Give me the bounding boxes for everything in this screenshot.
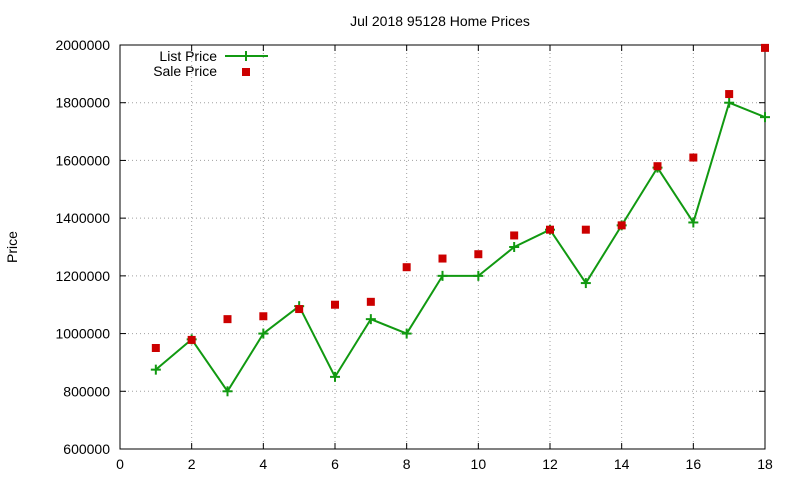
x-tick-label: 0	[116, 456, 124, 472]
data-point-list-price	[258, 328, 269, 339]
data-point-list-price	[580, 278, 591, 289]
legend-label-list-price: List Price	[159, 48, 217, 64]
y-tick-label: 1800000	[55, 95, 110, 111]
y-tick-label: 1000000	[55, 326, 110, 342]
grid	[120, 45, 765, 449]
x-axis-tick-labels: 0 2 4 6 8 10 12 14 16 18	[116, 456, 773, 472]
data-point-sale-price	[331, 300, 339, 309]
data-point-list-price	[509, 242, 520, 252]
data-point-sale-price	[438, 254, 447, 263]
axis-ticks	[119, 44, 766, 450]
x-tick-label: 16	[686, 456, 702, 472]
data-series	[150, 43, 770, 397]
x-tick-label: 4	[259, 456, 267, 472]
y-axis-tick-labels: 600000 800000 1000000 1200000 1400000 1600000…	[55, 37, 110, 457]
x-tick-label: 14	[614, 456, 630, 472]
data-point-sale-price	[402, 263, 411, 272]
data-point-sale-price	[259, 312, 268, 321]
data-point-sale-price	[653, 162, 662, 171]
data-point-sale-price	[295, 305, 304, 314]
y-tick-label: 800000	[63, 383, 110, 399]
data-point-sale-price	[474, 250, 483, 259]
x-tick-label: 12	[542, 456, 558, 472]
data-point-sale-price	[510, 231, 519, 240]
data-point-sale-price	[546, 225, 554, 234]
data-point-sale-price	[761, 43, 769, 52]
data-point-list-price	[760, 112, 770, 123]
data-point-list-price	[365, 314, 376, 325]
y-tick-label: 1200000	[55, 268, 110, 284]
x-tick-label: 6	[331, 456, 339, 472]
data-point-sale-price	[617, 221, 626, 230]
data-point-sale-price	[151, 344, 160, 352]
legend-marker-sale-price	[242, 68, 250, 76]
legend: List Price Sale Price	[153, 48, 268, 79]
y-tick-label: 600000	[63, 441, 110, 457]
data-point-sale-price	[187, 335, 196, 344]
data-point-sale-price	[223, 315, 232, 324]
data-point-sale-price	[689, 153, 698, 162]
x-tick-label: 18	[757, 456, 773, 472]
plot-frame	[119, 44, 766, 450]
y-tick-label: 1600000	[55, 152, 110, 168]
data-point-sale-price	[581, 225, 590, 234]
chart-title: Jul 2018 95128 Home Prices	[350, 13, 530, 29]
data-point-list-price	[150, 364, 161, 375]
y-axis-label: Price	[4, 231, 20, 263]
legend-marker-list-price	[241, 51, 251, 61]
data-point-list-price	[437, 270, 448, 281]
series-list-price	[150, 97, 770, 397]
data-point-list-price	[724, 97, 735, 108]
data-point-list-price	[330, 371, 340, 382]
series-sale-price	[151, 43, 769, 352]
x-tick-label: 8	[403, 456, 411, 472]
x-tick-label: 2	[188, 456, 196, 472]
data-point-sale-price	[725, 90, 734, 99]
y-tick-label: 2000000	[55, 37, 110, 53]
data-point-list-price	[688, 217, 699, 228]
legend-label-sale-price: Sale Price	[153, 63, 217, 79]
data-point-list-price	[473, 270, 484, 281]
data-point-list-price	[222, 386, 233, 397]
data-point-sale-price	[366, 297, 375, 306]
data-point-list-price	[401, 328, 412, 339]
x-tick-label: 10	[471, 456, 487, 472]
series-line-list-price	[155, 101, 766, 393]
y-tick-label: 1400000	[55, 210, 110, 226]
